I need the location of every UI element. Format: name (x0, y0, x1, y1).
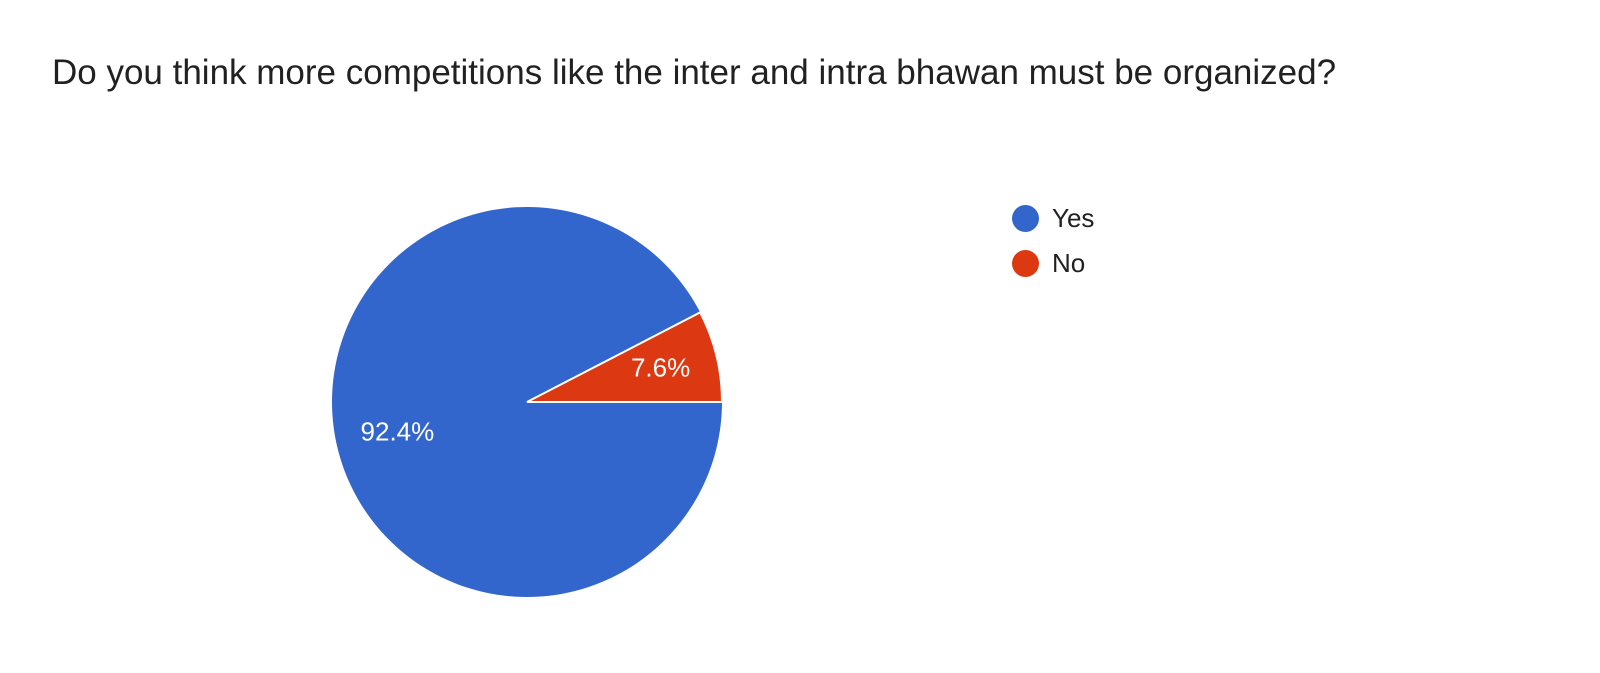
svg-text:7.6%: 7.6% (631, 352, 690, 382)
svg-text:92.4%: 92.4% (361, 416, 435, 446)
